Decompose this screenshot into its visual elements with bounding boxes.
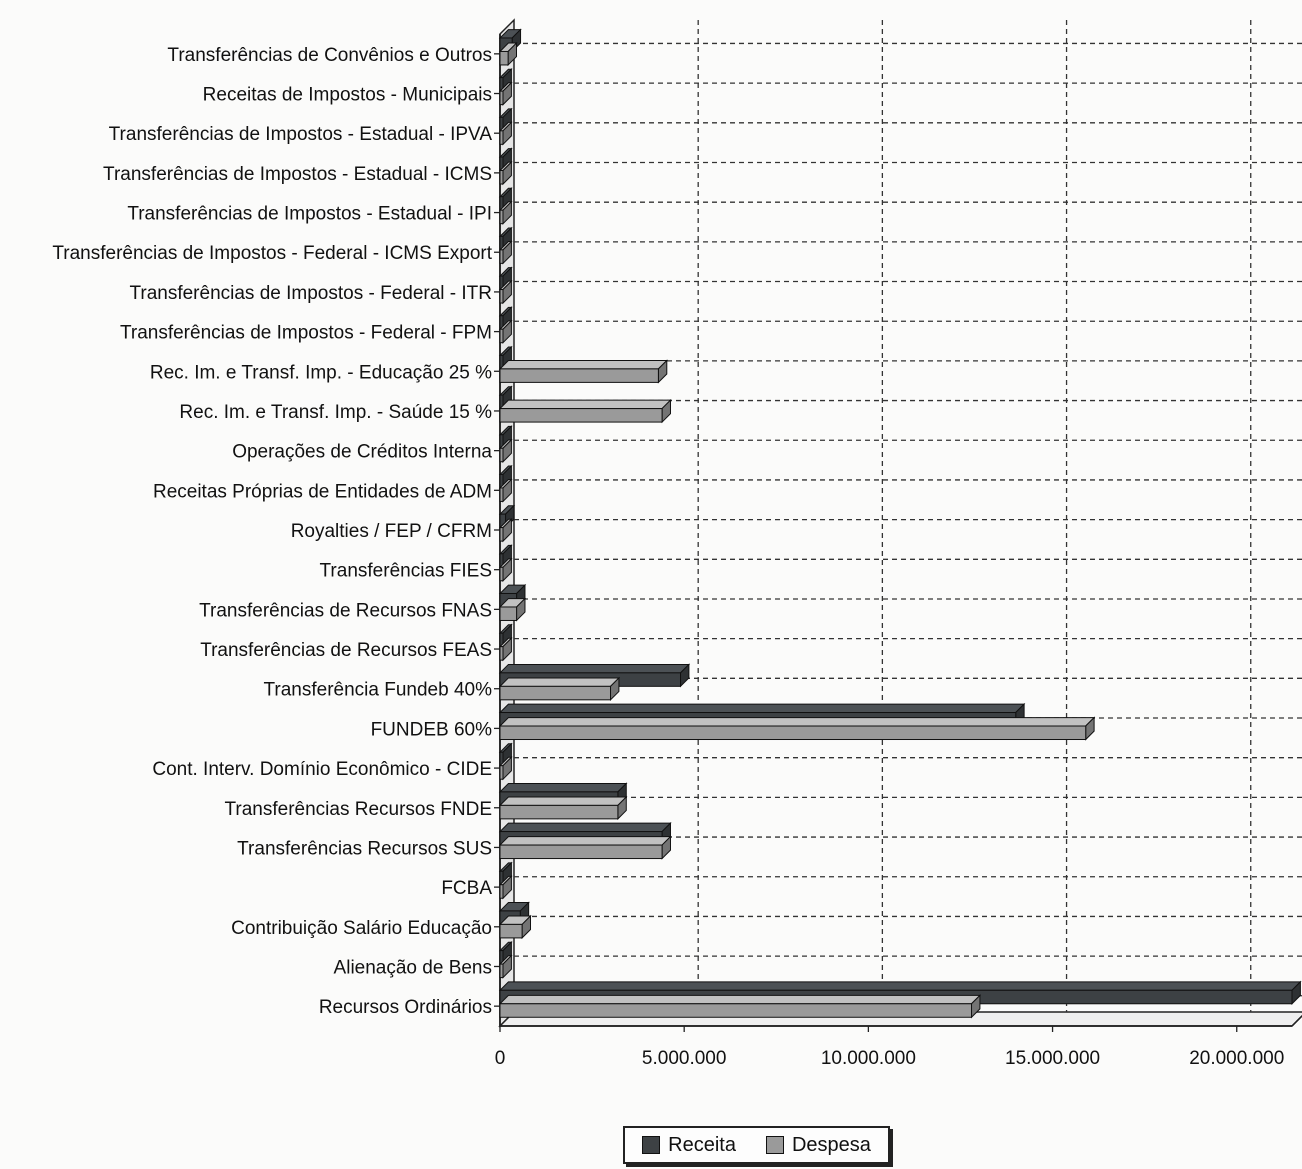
bar-despesa-top (498, 359, 669, 370)
legend-label-despesa: Despesa (791, 1133, 871, 1156)
y-axis-tick-label: FUNDEB 60% (371, 719, 493, 740)
y-axis-tick-label: Transferência Fundeb 40% (264, 680, 493, 701)
y-axis-tick-label: Recursos Ordinários (319, 997, 492, 1018)
bar-despesa (499, 804, 619, 820)
bar-despesa (499, 447, 504, 463)
bar-despesa (499, 130, 504, 145)
bar-despesa-top (498, 836, 672, 846)
y-axis-tick-label: Transferências de Impostos - Estadual - … (127, 204, 492, 225)
legend-item-despesa: Despesa (765, 1133, 871, 1157)
x-axis-tick-label: 5.000.000 (642, 1048, 727, 1069)
chart-legend: Receita Despesa (623, 1126, 890, 1164)
bar-receita-top (498, 663, 691, 674)
legend-swatch-despesa (765, 1136, 784, 1154)
bar-despesa (499, 1003, 973, 1018)
bar-despesa (499, 566, 504, 582)
y-axis-tick-label: Operações de Créditos Interna (232, 442, 492, 463)
x-axis-tick-label: 20.000.000 (1189, 1048, 1284, 1069)
bar-receita-top (498, 703, 1026, 714)
y-axis-tick-label: Receitas de Impostos - Municipais (203, 85, 492, 106)
y-axis-tick-label: Transferências de Impostos - Federal - I… (52, 243, 492, 264)
bar-despesa (499, 606, 518, 621)
bar-despesa (499, 487, 504, 502)
y-axis-tick-label: Cont. Interv. Domínio Econômico - CIDE (152, 759, 492, 780)
y-axis-tick-label: Transferências Recursos SUS (237, 838, 492, 859)
bar-despesa (499, 368, 659, 383)
bar-receita-top (498, 782, 628, 793)
legend-label-receita: Receita (668, 1133, 736, 1156)
legend-item-receita: Receita (642, 1134, 736, 1157)
bar-despesa (499, 169, 504, 185)
y-axis-tick-label: Transferências de Impostos - Estadual - … (103, 164, 492, 185)
y-axis-tick-label: Rec. Im. e Transf. Imp. - Saúde 15 % (179, 402, 492, 423)
y-axis-tick-label: Transferências de Convênios e Outros (167, 45, 492, 66)
bar-despesa (499, 408, 663, 423)
bar-despesa (499, 527, 504, 542)
bar-despesa (499, 725, 1087, 741)
bar-despesa (499, 328, 504, 344)
bar-despesa (499, 923, 523, 939)
y-axis-tick-label: Transferências Recursos FNDE (225, 799, 492, 820)
x-axis-tick-label: 10.000.000 (821, 1048, 916, 1069)
y-axis-tick-label: Transferências de Impostos - Federal - F… (120, 323, 492, 344)
bar-despesa (499, 90, 504, 106)
legend-swatch-receita (642, 1136, 661, 1154)
bar-despesa (499, 209, 504, 225)
bar-receita-top (498, 981, 1302, 991)
bar-despesa (499, 765, 504, 780)
y-axis-tick-label: Transferências FIES (320, 561, 492, 582)
y-axis-tick-label: Contribuição Salário Educação (231, 918, 492, 939)
bar-despesa (499, 50, 509, 66)
bar-despesa (499, 963, 504, 979)
bar-despesa-top (498, 677, 621, 687)
y-axis-tick-label: Transferências de Impostos - Federal - I… (129, 283, 492, 304)
bar-despesa-top (498, 717, 1096, 727)
bar-despesa (499, 249, 504, 264)
x-axis-end-edge (1291, 1014, 1302, 1027)
y-axis-tick-label: Alienação de Bens (334, 957, 492, 978)
x-axis-tick-label: 15.000.000 (1005, 1048, 1100, 1069)
bar-receita-top (498, 822, 672, 833)
bar-despesa (499, 844, 663, 860)
bar-despesa-top (498, 796, 628, 806)
bar-despesa (499, 685, 612, 701)
x-axis-tick-label: 0 (495, 1048, 506, 1069)
bar-despesa (499, 884, 504, 899)
y-axis-tick-label: FCBA (441, 878, 492, 899)
y-axis-tick-label: Transferências de Recursos FEAS (200, 640, 492, 661)
bar-despesa-top (498, 994, 982, 1005)
bar-despesa-top (498, 399, 672, 410)
y-axis-tick-label: Rec. Im. e Transf. Imp. - Educação 25 % (150, 362, 492, 383)
bar-despesa (499, 289, 504, 304)
y-axis-tick-label: Royalties / FEP / CFRM (291, 521, 492, 542)
y-axis-tick-label: Receitas Próprias de Entidades de ADM (153, 481, 492, 502)
y-axis-tick-label: Transferências de Impostos - Estadual - … (109, 124, 493, 145)
bar-despesa (499, 646, 504, 661)
y-axis-tick-label: Transferências de Recursos FNAS (199, 600, 492, 621)
